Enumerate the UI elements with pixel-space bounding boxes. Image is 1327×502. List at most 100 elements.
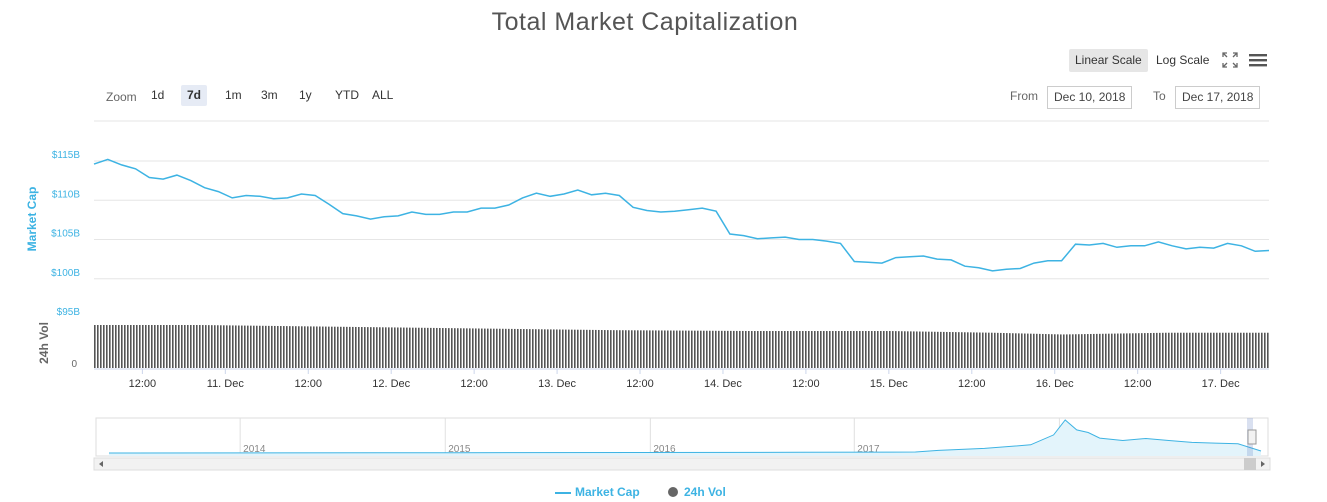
volume-bar xyxy=(334,326,336,368)
volume-bar xyxy=(1234,332,1236,368)
scroll-right-arrow-icon[interactable] xyxy=(1261,461,1265,467)
from-date-input[interactable]: Dec 10, 2018 xyxy=(1047,86,1133,109)
volume-bar xyxy=(1168,332,1170,368)
volume-bar xyxy=(961,332,963,368)
volume-bar xyxy=(568,329,570,368)
volume-bar xyxy=(1051,334,1053,368)
volume-bar xyxy=(1267,332,1269,368)
volume-bar xyxy=(1033,333,1035,368)
volume-bar xyxy=(892,331,894,368)
volume-bar xyxy=(136,325,138,368)
volume-bar xyxy=(487,328,489,368)
volume-bar xyxy=(808,331,810,368)
volume-bar xyxy=(1204,332,1206,368)
volume-bar xyxy=(676,330,678,368)
volume-bar xyxy=(955,332,957,368)
volume-bar xyxy=(883,331,885,368)
volume-bar xyxy=(1174,332,1176,368)
navigator-area xyxy=(109,420,1261,456)
volume-bar xyxy=(652,330,654,368)
volume-bar xyxy=(919,331,921,368)
volume-bar xyxy=(880,331,882,368)
volume-bar xyxy=(556,329,558,368)
legend-dot-icon xyxy=(668,487,678,497)
zoom-button-all[interactable]: ALL xyxy=(372,88,394,102)
to-date-input[interactable]: Dec 17, 2018 xyxy=(1175,86,1261,109)
legend-volume[interactable]: 24h Vol xyxy=(668,485,726,499)
x-tick-label: 12. Dec xyxy=(372,378,410,390)
market-cap-line xyxy=(93,158,1270,272)
legend-line-icon xyxy=(555,491,571,494)
volume-bar xyxy=(688,330,690,368)
volume-bar xyxy=(316,326,318,368)
zoom-button-ytd[interactable]: YTD xyxy=(335,88,359,102)
volume-bar xyxy=(259,325,261,368)
volume-bar xyxy=(811,331,813,368)
x-tick-label: 15. Dec xyxy=(870,378,908,390)
hamburger-menu-icon[interactable] xyxy=(1249,52,1267,68)
volume-bar xyxy=(247,325,249,368)
zoom-button-1m[interactable]: 1m xyxy=(225,88,242,102)
volume-bar xyxy=(478,328,480,368)
zoom-button-3m[interactable]: 3m xyxy=(261,88,278,102)
volume-bar xyxy=(721,330,723,368)
legend-market-cap[interactable]: Market Cap xyxy=(555,485,640,499)
volume-bar xyxy=(1069,334,1071,368)
volume-bar xyxy=(739,330,741,368)
volume-bar xyxy=(139,325,141,368)
zoom-button-1d[interactable]: 1d xyxy=(151,88,165,102)
volume-bar xyxy=(244,325,246,368)
volume-bar xyxy=(1081,334,1083,368)
volume-bar xyxy=(412,327,414,368)
log-scale-button[interactable]: Log Scale xyxy=(1156,53,1210,67)
volume-bar xyxy=(457,328,459,368)
navigator-handle-icon[interactable] xyxy=(1247,429,1257,445)
volume-bar xyxy=(715,330,717,368)
from-label: From xyxy=(1010,89,1038,103)
volume-bar xyxy=(430,327,432,368)
volume-bar xyxy=(1024,333,1026,368)
volume-bar xyxy=(613,330,615,368)
volume-bar xyxy=(361,327,363,368)
volume-bar xyxy=(691,330,693,368)
volume-bar xyxy=(838,331,840,368)
volume-bar xyxy=(169,325,171,368)
volume-bar xyxy=(286,326,288,368)
volume-bar xyxy=(886,331,888,368)
volume-bar xyxy=(1186,332,1188,368)
volume-bar xyxy=(127,325,129,368)
volume-bar xyxy=(349,326,351,368)
volume-bar xyxy=(463,328,465,368)
zoom-button-1y[interactable]: 1y xyxy=(299,88,312,102)
volume-bar xyxy=(160,325,162,368)
y-tick-label: $115B xyxy=(52,150,81,161)
volume-bar xyxy=(358,326,360,368)
scrollbar-thumb[interactable] xyxy=(1244,458,1256,470)
volume-bar xyxy=(1021,333,1023,368)
volume-bar xyxy=(1129,333,1131,368)
volume-bar xyxy=(1054,334,1056,368)
volume-bar xyxy=(607,330,609,368)
volume-bar xyxy=(796,331,798,368)
volume-bar xyxy=(610,330,612,368)
fullscreen-icon[interactable] xyxy=(1221,51,1239,69)
volume-bar xyxy=(670,330,672,368)
volume-bar xyxy=(262,325,264,368)
volume-bar xyxy=(625,330,627,368)
zoom-button-7d[interactable]: 7d xyxy=(181,85,208,106)
volume-bar xyxy=(1189,332,1191,368)
linear-scale-button[interactable]: Linear Scale xyxy=(1069,49,1148,72)
volume-bar xyxy=(427,327,429,368)
volume-bar xyxy=(763,331,765,368)
navigator-scrollbar[interactable] xyxy=(93,457,1271,471)
scroll-left-arrow-icon[interactable] xyxy=(99,461,103,467)
volume-bar xyxy=(175,325,177,368)
volume-bar xyxy=(760,331,762,368)
volume-bar xyxy=(856,331,858,368)
volume-bar xyxy=(484,328,486,368)
volume-bar xyxy=(616,330,618,368)
x-tick-label: 14. Dec xyxy=(704,378,742,390)
volume-bar xyxy=(934,331,936,368)
volume-bar xyxy=(640,330,642,368)
